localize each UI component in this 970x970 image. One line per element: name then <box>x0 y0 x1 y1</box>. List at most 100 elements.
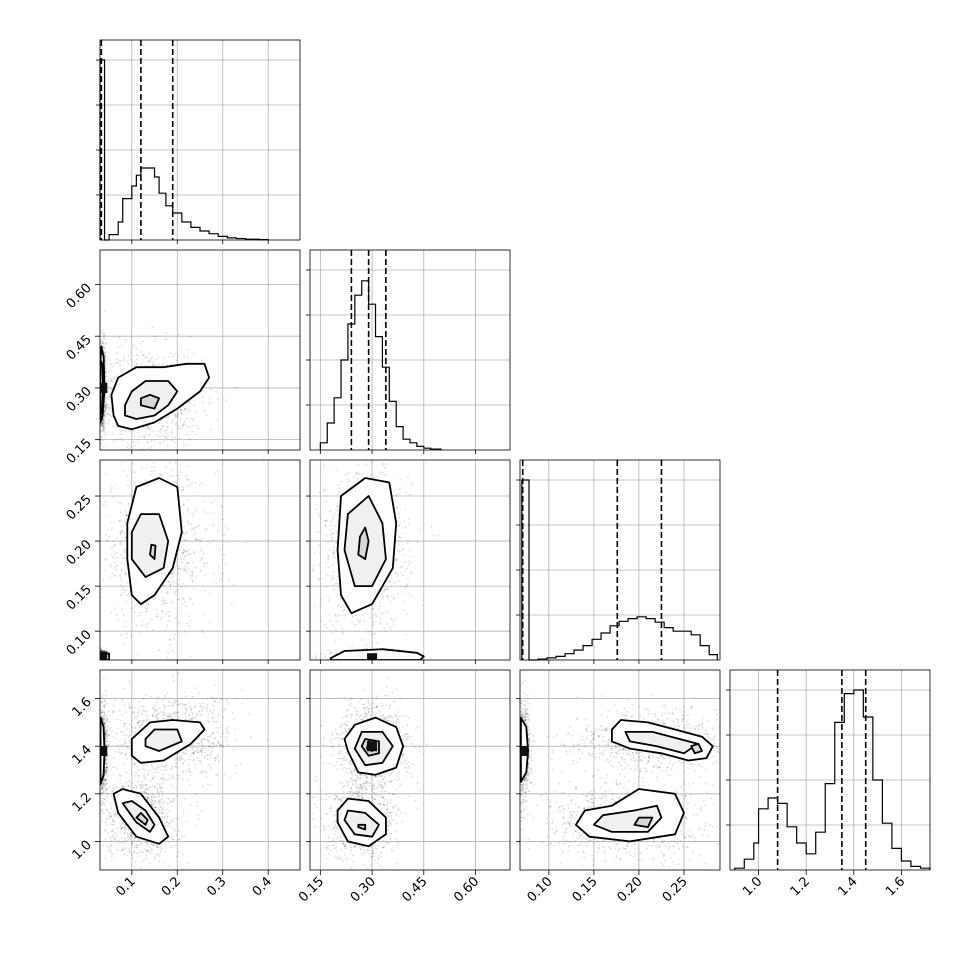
scatter-point <box>102 426 105 428</box>
scatter-point <box>417 662 419 664</box>
scatter-point <box>118 362 121 365</box>
scatter-point <box>102 503 105 506</box>
scatter-point <box>128 455 130 457</box>
scatter-point <box>123 551 126 554</box>
scatter-point <box>382 462 385 465</box>
scatter-point <box>382 596 385 599</box>
scatter-point <box>102 660 104 662</box>
scatter-point <box>121 460 124 463</box>
scatter-point <box>197 427 200 430</box>
scatter-point <box>164 602 167 605</box>
scatter-point <box>151 364 154 366</box>
scatter-point <box>398 550 401 553</box>
scatter-point <box>379 623 382 625</box>
scatter-point <box>225 399 228 402</box>
scatter-point <box>410 571 413 574</box>
scatter-point <box>116 352 119 355</box>
scatter-point <box>113 483 116 486</box>
scatter-point <box>104 403 107 406</box>
scatter-point <box>101 662 103 664</box>
scatter-point <box>171 429 174 432</box>
scatter-point <box>368 661 370 663</box>
scatter-point <box>120 569 123 572</box>
scatter-point <box>392 582 395 585</box>
scatter-point <box>101 474 103 476</box>
scatter-point <box>164 338 167 341</box>
scatter-point <box>372 665 374 667</box>
scatter-point <box>337 604 340 607</box>
scatter-point <box>404 492 407 494</box>
scatter-point <box>103 704 105 707</box>
scatter-point <box>115 358 118 361</box>
scatter-point <box>122 589 125 591</box>
scatter-point <box>161 603 164 606</box>
scatter-point <box>100 664 102 666</box>
scatter-point <box>170 572 173 575</box>
panel-frame <box>99 459 301 661</box>
histogram-step <box>734 689 931 870</box>
scatter-point <box>159 618 162 620</box>
scatter-point <box>172 474 174 477</box>
scatter-point <box>174 566 176 569</box>
scatter-point <box>365 660 367 662</box>
scatter-point <box>98 657 100 659</box>
scatter-point <box>384 663 386 665</box>
scatter-point <box>387 597 390 600</box>
scatter-point <box>103 661 105 663</box>
scatter-point <box>162 425 164 428</box>
scatter-point <box>373 476 376 479</box>
scatter-point <box>103 332 105 334</box>
scatter-point <box>97 653 99 655</box>
scatter-point <box>101 649 104 652</box>
scatter-point <box>407 563 410 566</box>
scatter-point <box>380 447 382 449</box>
scatter-point <box>106 725 109 728</box>
scatter-point <box>106 736 109 739</box>
scatter-point <box>105 756 107 758</box>
scatter-point <box>102 420 104 422</box>
scatter-point <box>105 766 108 769</box>
scatter-point <box>103 569 106 572</box>
scatter-point <box>105 726 107 728</box>
scatter-point <box>101 422 103 425</box>
scatter-point <box>378 666 380 668</box>
scatter-point <box>139 436 142 438</box>
scatter-point <box>337 584 340 587</box>
scatter-point <box>191 512 194 514</box>
scatter-point <box>432 534 435 537</box>
scatter-point <box>104 726 106 728</box>
scatter-point <box>100 647 103 649</box>
scatter-point <box>185 475 187 478</box>
scatter-point <box>98 406 100 408</box>
scatter-point <box>109 406 111 409</box>
scatter-point <box>296 661 298 663</box>
scatter-point <box>97 651 99 653</box>
scatter-point <box>212 572 215 575</box>
scatter-point <box>95 456 97 458</box>
scatter-point <box>123 357 125 360</box>
scatter-point <box>400 661 402 663</box>
scatter-point <box>118 336 121 338</box>
scatter-point <box>355 663 357 665</box>
scatter-point <box>202 500 205 503</box>
scatter-point <box>346 661 348 663</box>
scatter-point <box>329 529 332 532</box>
scatter-point <box>145 466 148 469</box>
scatter-point <box>98 658 100 660</box>
scatter-point <box>122 368 125 371</box>
scatter-point <box>167 426 169 428</box>
scatter-point <box>147 360 149 363</box>
scatter-point <box>105 351 107 354</box>
scatter-point <box>156 615 159 618</box>
scatter-point <box>390 574 393 576</box>
scatter-point <box>329 620 331 622</box>
scatter-point <box>103 722 105 724</box>
histogram-panel-2 <box>516 459 721 661</box>
scatter-point <box>103 722 106 725</box>
scatter-point <box>101 341 104 344</box>
scatter-point <box>335 541 338 544</box>
scatter-point <box>123 359 125 362</box>
scatter-point <box>201 537 203 540</box>
scatter-point <box>187 407 190 410</box>
scatter-point <box>97 740 99 742</box>
